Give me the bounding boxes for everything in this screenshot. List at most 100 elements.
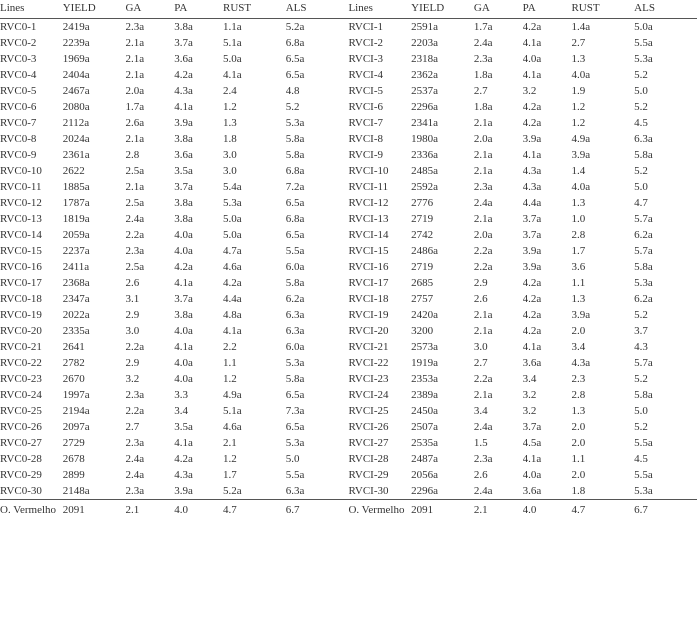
cell: RVC0-26 [0, 419, 63, 435]
cell: 1.3 [571, 291, 634, 307]
cell: 5.2 [286, 99, 349, 115]
cell: 3.9a [174, 483, 223, 500]
cell: 2091 [63, 500, 126, 519]
cell: 4.2a [223, 275, 286, 291]
cell: 5.2 [634, 419, 697, 435]
cell: 2.4a [474, 483, 523, 500]
cell: 2467a [63, 83, 126, 99]
cell: 2.1a [125, 131, 174, 147]
cell: 2757 [411, 291, 474, 307]
cell: 4.9a [571, 131, 634, 147]
cell: RVCI-13 [348, 211, 411, 227]
cell: 7.3a [286, 403, 349, 419]
cell: 2.1a [474, 307, 523, 323]
cell: 2487a [411, 451, 474, 467]
cell: 5.8a [286, 131, 349, 147]
table-row: RVC0-131819a2.4a3.8a5.0a6.8aRVCI-1327192… [0, 211, 697, 227]
cell: 6.8a [286, 211, 349, 227]
cell: 2.9 [474, 275, 523, 291]
cell: 2670 [63, 371, 126, 387]
cell: 5.7a [634, 243, 697, 259]
cell: 4.1a [174, 435, 223, 451]
cell: 6.5a [286, 51, 349, 67]
cell: 4.7a [223, 243, 286, 259]
cell: 6.3a [286, 307, 349, 323]
cell: 3.4 [174, 403, 223, 419]
cell: RVCI-3 [348, 51, 411, 67]
table-row: RVC0-2126412.2a4.1a2.26.0aRVCI-212573a3.… [0, 339, 697, 355]
cell: 6.5a [286, 419, 349, 435]
cell: 2148a [63, 483, 126, 500]
cell: RVCI-12 [348, 195, 411, 211]
table-row: RVC0-92361a2.83.6a3.05.8aRVCI-92336a2.1a… [0, 147, 697, 163]
cell: 5.1a [223, 35, 286, 51]
cell: 2.4a [125, 211, 174, 227]
cell: 2194a [63, 403, 126, 419]
cell: 2404a [63, 67, 126, 83]
cell: 2.4a [125, 451, 174, 467]
cell: RVCI-15 [348, 243, 411, 259]
cell: 3.9a [571, 307, 634, 323]
cell: 2318a [411, 51, 474, 67]
table-row: O. Vermelho20912.14.04.76.7O. Vermelho20… [0, 500, 697, 519]
cell: 1.2 [571, 115, 634, 131]
cell: 2782 [63, 355, 126, 371]
cell: 4.1a [523, 339, 572, 355]
table-row: RVC0-22239a2.1a3.7a5.1a6.8aRVCI-22203a2.… [0, 35, 697, 51]
table-row: RVC0-121787a2.5a3.8a5.3a6.5aRVCI-1227762… [0, 195, 697, 211]
cell: RVC0-20 [0, 323, 63, 339]
cell: 4.0a [523, 51, 572, 67]
table-row: RVC0-252194a2.2a3.45.1a7.3aRVCI-252450a3… [0, 403, 697, 419]
cell: RVCI-20 [348, 323, 411, 339]
cell: 2573a [411, 339, 474, 355]
cell: 5.3a [634, 51, 697, 67]
table-row: RVC0-82024a2.1a3.8a1.85.8aRVCI-81980a2.0… [0, 131, 697, 147]
cell: 1.8a [474, 67, 523, 83]
cell: 2.0 [571, 435, 634, 451]
cell: 6.2a [634, 291, 697, 307]
cell: 5.5a [286, 243, 349, 259]
cell: 2.7 [125, 419, 174, 435]
cell: 4.3a [571, 355, 634, 371]
cell: 2.3a [125, 435, 174, 451]
cell: 1.2 [223, 371, 286, 387]
cell: 3.7a [174, 35, 223, 51]
cell: 2237a [63, 243, 126, 259]
cell: 5.0a [634, 19, 697, 36]
table-row: RVC0-2928992.4a4.3a1.75.5aRVCI-292056a2.… [0, 467, 697, 483]
cell: 1969a [63, 51, 126, 67]
cell: 6.2a [634, 227, 697, 243]
cell: RVC0-11 [0, 179, 63, 195]
cell: RVC0-12 [0, 195, 63, 211]
cell: 2296a [411, 483, 474, 500]
cell: RVCI-30 [348, 483, 411, 500]
cell: 2112a [63, 115, 126, 131]
cell: RVC0-14 [0, 227, 63, 243]
cell: 2742 [411, 227, 474, 243]
cell: 3.7a [523, 419, 572, 435]
cell: 2239a [63, 35, 126, 51]
cell: RVCI-26 [348, 419, 411, 435]
cell: 4.3a [523, 179, 572, 195]
cell: 2.1a [474, 163, 523, 179]
cell: RVC0-13 [0, 211, 63, 227]
cell: 3.3 [174, 387, 223, 403]
cell: 2419a [63, 19, 126, 36]
cell: 5.3a [286, 435, 349, 451]
cell: 2.0 [571, 323, 634, 339]
cell: 1.8 [571, 483, 634, 500]
cell: 4.1a [223, 67, 286, 83]
cell: 1.7 [571, 243, 634, 259]
cell: 4.3a [174, 83, 223, 99]
cell: 4.0a [174, 243, 223, 259]
cell: 4.1a [174, 339, 223, 355]
cell: RVC0-6 [0, 99, 63, 115]
cell: 2.1a [125, 179, 174, 195]
cell: 2353a [411, 371, 474, 387]
cell: 2776 [411, 195, 474, 211]
cell: RVCI-16 [348, 259, 411, 275]
cell: 2.4 [223, 83, 286, 99]
cell: 6.2a [286, 291, 349, 307]
cell: 3.6 [571, 259, 634, 275]
cell: 3.2 [523, 387, 572, 403]
